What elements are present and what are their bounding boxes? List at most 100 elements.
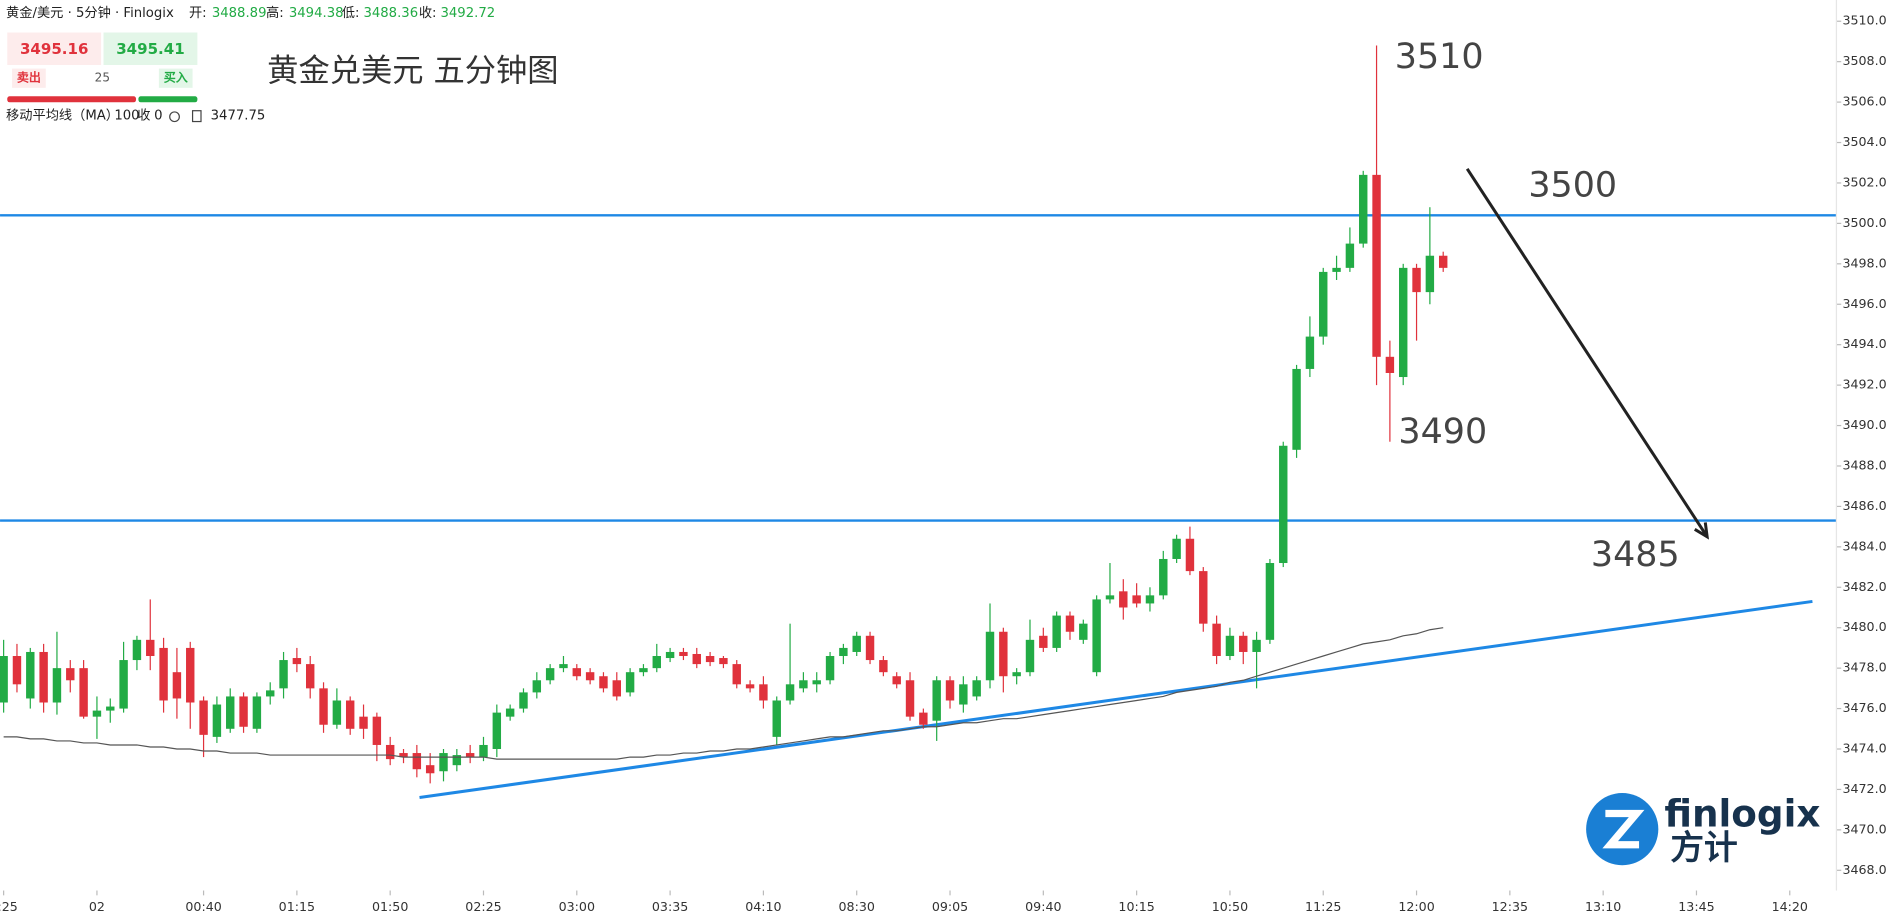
sell-box[interactable]: [7, 32, 102, 65]
candle-body: [79, 668, 88, 717]
candle-body: [146, 639, 155, 657]
candle-body: [719, 658, 728, 665]
candle-body: [186, 647, 195, 703]
delete-icon[interactable]: [191, 110, 202, 123]
x-tick-label: 14:20: [1772, 899, 1808, 914]
candle-body: [1292, 368, 1301, 450]
sell-bar: [7, 96, 137, 103]
candle-body: [999, 631, 1008, 677]
candle-body: [39, 651, 48, 703]
symbol: 黄金/美元 · 5分钟 · Finlogix: [6, 4, 174, 21]
candle-body: [1399, 267, 1408, 378]
candle-body: [679, 651, 688, 657]
candle-body: [345, 700, 355, 729]
candle-body: [132, 639, 142, 661]
candle-body: [292, 658, 302, 665]
candle-body: [799, 680, 808, 689]
candle-body: [1132, 595, 1141, 604]
candle-body: [745, 684, 755, 689]
x-tick-label: 01:50: [372, 899, 408, 914]
logo-cn: 方计: [1670, 828, 1737, 867]
candle-body: [452, 755, 462, 766]
candle-body: [892, 676, 901, 685]
y-tick-label: 3510.00: [1842, 13, 1887, 28]
candle-body: [1212, 623, 1221, 657]
candle-body: [825, 656, 835, 681]
y-tick-label: 3480.00: [1842, 619, 1887, 634]
low-label: 低:: [342, 5, 360, 21]
x-tick-label: 13:10: [1585, 899, 1621, 914]
y-tick-label: 3474.00: [1842, 741, 1887, 756]
candle-body: [1039, 635, 1048, 648]
x-tick-label: 12:00: [1398, 899, 1434, 914]
x-tick-label: 10:15: [1118, 899, 1154, 914]
candle-body: [1332, 267, 1341, 272]
candle-body: [532, 680, 542, 693]
candle-body: [692, 653, 701, 665]
buy-text: 买入: [164, 71, 188, 85]
candle-body: [639, 668, 648, 673]
candle-body: [1159, 558, 1168, 596]
x-tick-label: 10:50: [1212, 899, 1248, 914]
candle-body: [412, 753, 422, 770]
annotation: 3490: [1398, 412, 1487, 452]
lot: 25: [95, 71, 110, 85]
ma-offset: 0: [154, 109, 162, 124]
chart-title: 黄金兑美元 五分钟图: [267, 53, 558, 89]
high-label: 高:: [266, 4, 284, 21]
sell-button[interactable]: [12, 68, 46, 88]
x-tick-label: 03:00: [559, 899, 595, 914]
x-tick-label: 08:30: [839, 899, 875, 914]
candle-body: [66, 668, 75, 681]
y-tick-label: 3484.00: [1842, 538, 1887, 553]
trade-panel: 3495.16 3495.41 卖出 25 买入: [7, 32, 198, 103]
annotation: 3510: [1395, 37, 1484, 77]
candle-body: [106, 706, 115, 711]
candle-body: [1372, 174, 1381, 357]
candle-body: [1065, 615, 1075, 632]
buy-bar: [138, 96, 198, 103]
y-tick-label: 3476.00: [1842, 700, 1887, 715]
logo: finlogix 方计: [1586, 791, 1820, 867]
trend-line: [419, 599, 1813, 800]
y-tick-label: 3470.00: [1842, 821, 1887, 836]
annotation: 3485: [1591, 535, 1680, 575]
candle-body: [505, 708, 515, 717]
x-tick-label: 3:25: [0, 899, 18, 914]
candle-body: [305, 664, 315, 689]
candle-body: [1319, 271, 1328, 337]
plot-area: 3468.00 3470.00 3472.00 3474.00 3476.00 3478.…: [0, 13, 1887, 914]
ma-source: 收: [137, 108, 150, 124]
candle-body: [1225, 635, 1235, 657]
y-tick-label: 3498.00: [1842, 255, 1887, 270]
candle-body: [812, 680, 821, 685]
candle-body: [266, 690, 275, 697]
candle-body: [705, 656, 715, 663]
low: 3488.36: [363, 6, 418, 21]
sell-text: 卖出: [17, 70, 41, 85]
candle-body: [879, 660, 888, 673]
candle-body: [239, 696, 248, 727]
candle-body: [332, 700, 342, 725]
candle-body: [1079, 623, 1088, 640]
candle-body: [1105, 595, 1115, 600]
candle-body: [852, 635, 861, 652]
y-tick-label: 3502.00: [1842, 174, 1887, 189]
open-label: 开:: [189, 6, 207, 21]
candle-body: [399, 753, 408, 758]
x-tick-label: 00:40: [185, 899, 221, 914]
high: 3494.38: [289, 6, 344, 21]
candle-body: [212, 704, 222, 737]
candle-body: [172, 672, 182, 699]
candle-body: [1438, 255, 1448, 268]
y-tick-label: 3478.00: [1842, 660, 1887, 675]
candle-body: [159, 647, 168, 701]
settings-icon[interactable]: [169, 111, 180, 123]
candle-body: [932, 680, 941, 721]
buy-button[interactable]: [158, 68, 193, 88]
buy-box[interactable]: [103, 32, 198, 65]
ma-value: 3477.75: [211, 109, 266, 124]
y-tick-label: 3472.00: [1842, 781, 1887, 796]
close: 3492.72: [440, 6, 495, 21]
